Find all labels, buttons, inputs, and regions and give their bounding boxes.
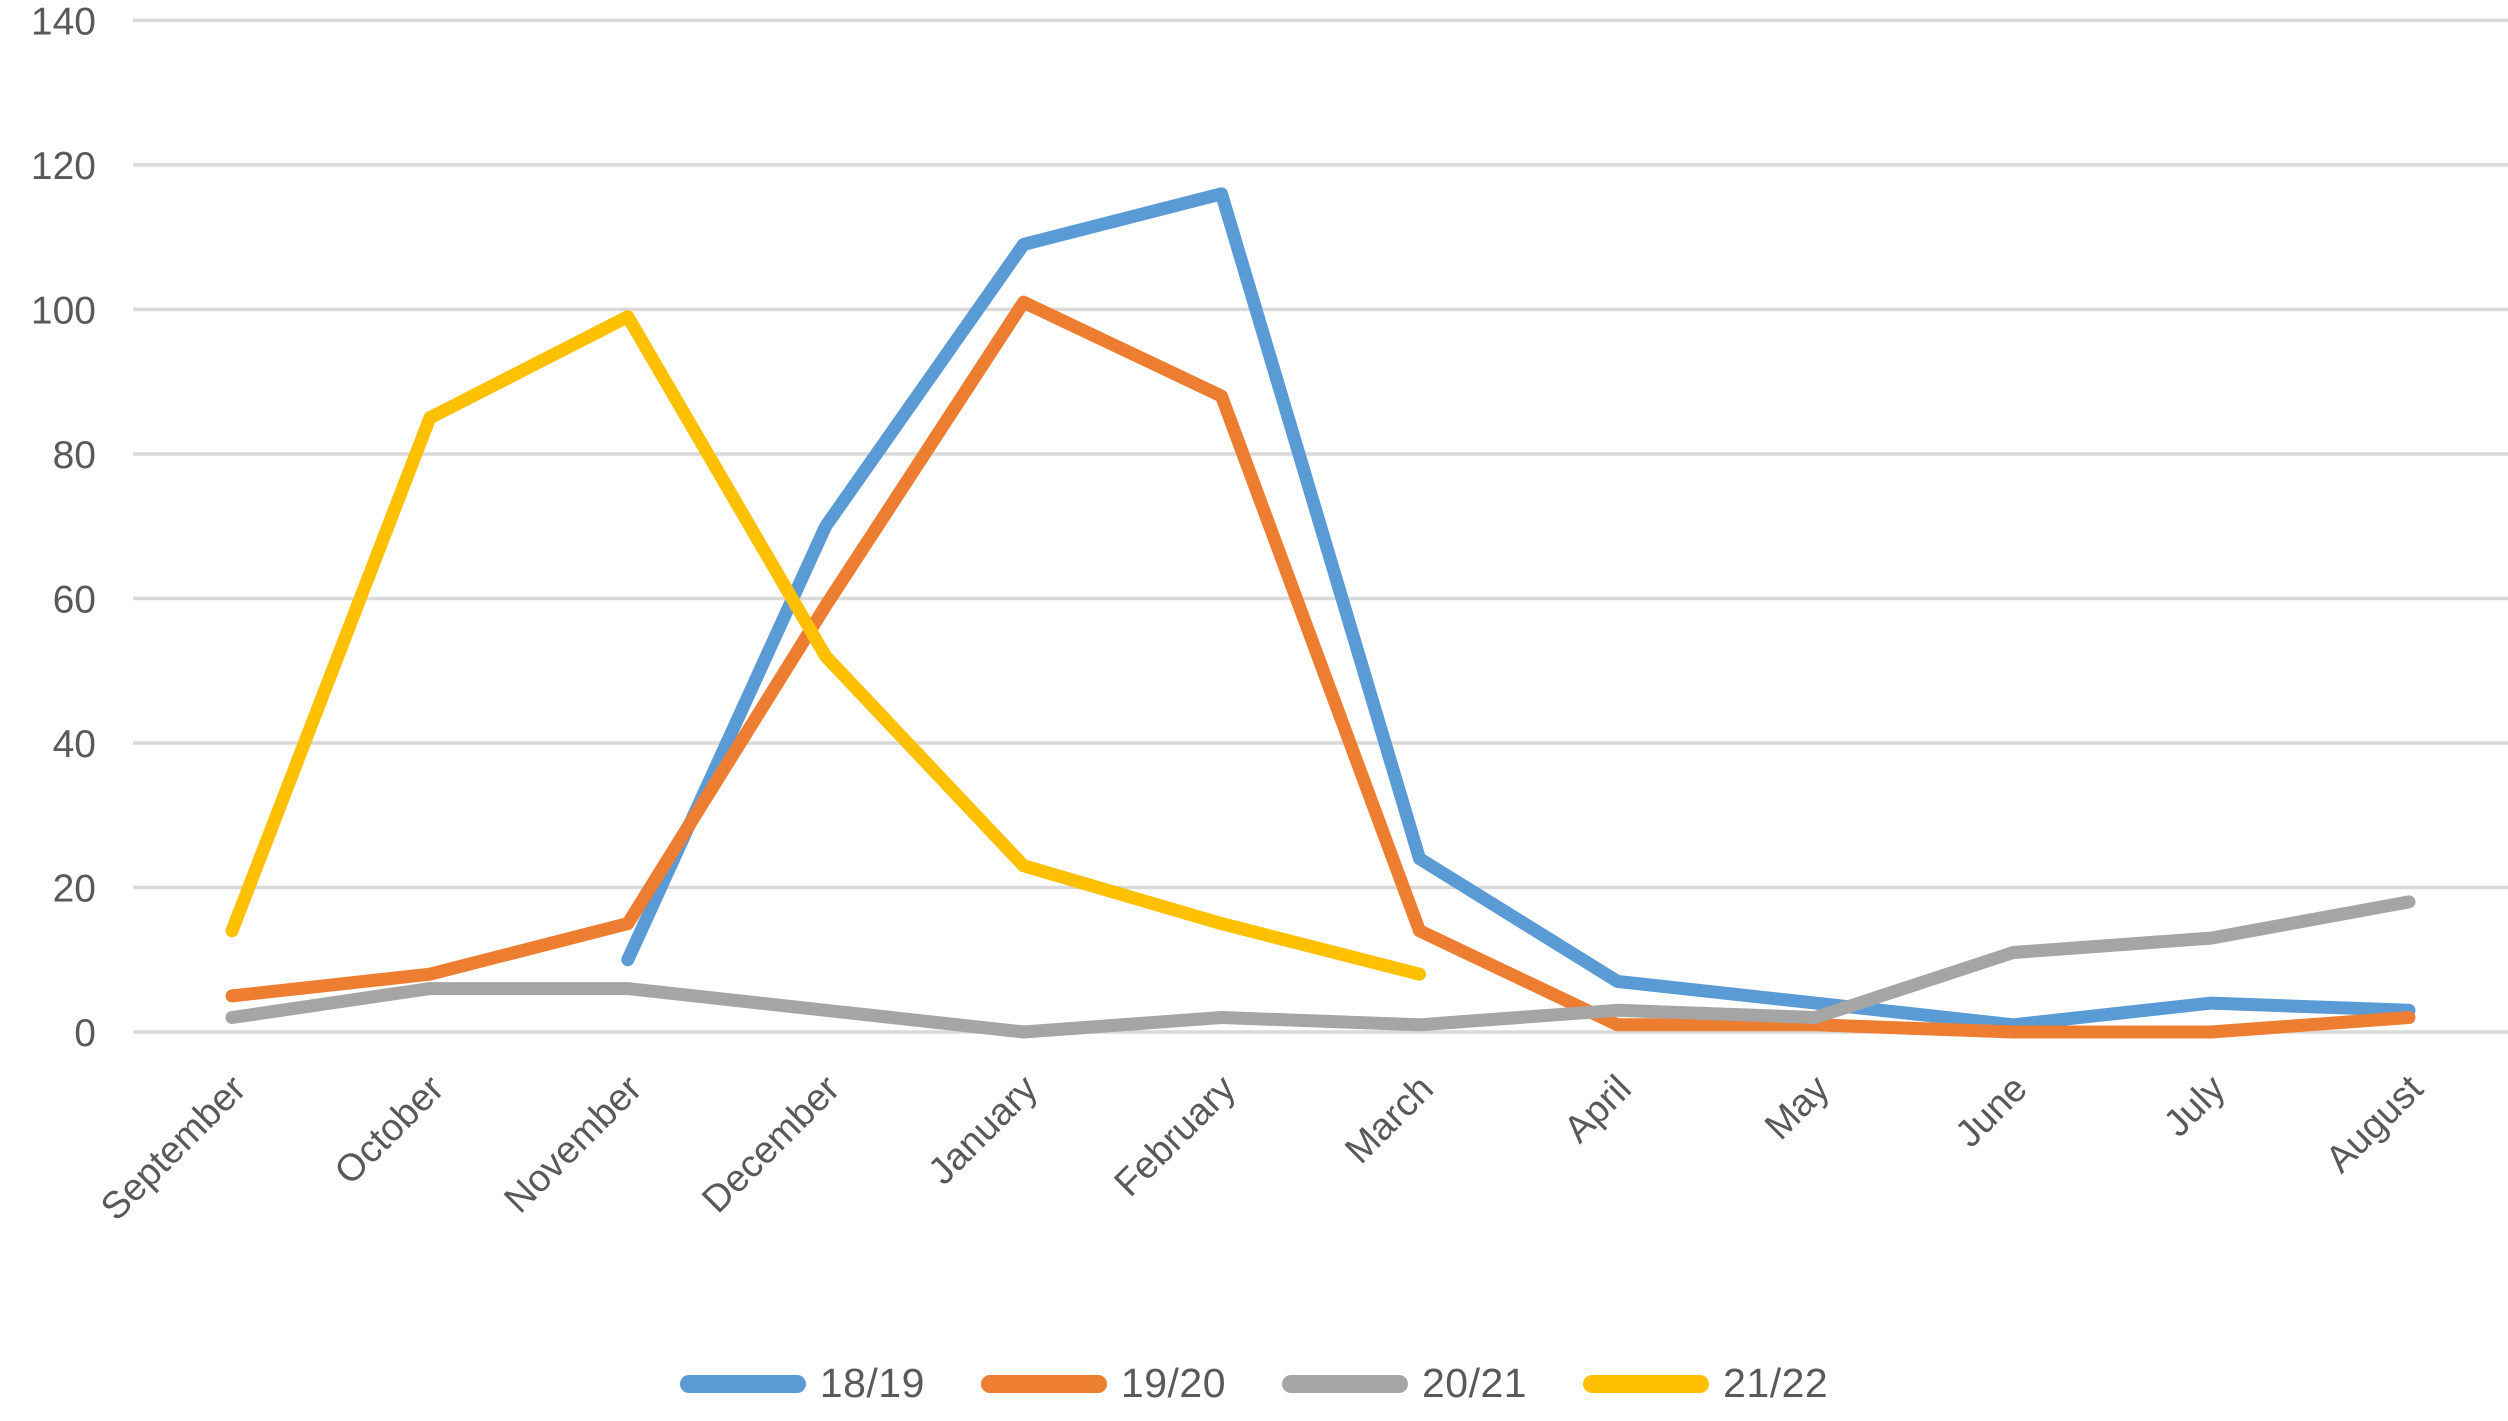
legend-label: 18/19 — [819, 1360, 925, 1406]
x-axis-label: March — [1337, 1068, 1441, 1172]
y-axis-tick-label: 0 — [74, 1012, 96, 1055]
series-line-20/21 — [225, 895, 2416, 1039]
x-axis-label: January — [921, 1068, 1046, 1193]
y-axis-tick-label: 20 — [53, 867, 96, 910]
x-axis-label: August — [2318, 1067, 2432, 1181]
x-axis-label: September — [93, 1067, 254, 1228]
legend-item-18/19: 18/19 — [679, 1360, 925, 1406]
chart-legend: 18/19 19/20 20/21 21/22 — [0, 1363, 2508, 1404]
y-axis-tick-label: 80 — [53, 434, 96, 477]
y-axis-tick-label: 120 — [31, 145, 96, 188]
y-axis-tick-label: 60 — [53, 578, 96, 621]
x-axis-label: October — [327, 1067, 453, 1193]
x-axis-label: May — [1757, 1068, 1837, 1148]
legend-item-21/22: 21/22 — [1583, 1363, 1828, 1404]
y-axis-tick-label: 40 — [53, 723, 96, 766]
legend-marker-icon — [1583, 1374, 1710, 1393]
series-line-18/19 — [621, 187, 2416, 1032]
legend-label: 19/20 — [1120, 1360, 1226, 1406]
legend-item-20/21: 20/21 — [1282, 1363, 1527, 1404]
legend-label: 21/22 — [1723, 1360, 1829, 1406]
legend-marker-icon — [679, 1374, 806, 1393]
x-axis-label: July — [2156, 1068, 2233, 1145]
legend-label: 20/21 — [1422, 1360, 1528, 1406]
x-axis-label: June — [1948, 1068, 2036, 1156]
legend-marker-icon — [980, 1374, 1107, 1393]
series-line-21/22 — [225, 310, 1426, 981]
x-axis-label: April — [1556, 1068, 1639, 1151]
y-axis-tick-label: 100 — [31, 289, 96, 332]
x-axis-label: December — [694, 1067, 848, 1221]
legend-item-19/20: 19/20 — [980, 1360, 1226, 1406]
x-axis-label: November — [497, 1067, 651, 1221]
legend-marker-icon — [1282, 1374, 1408, 1393]
series-line-19/20 — [225, 295, 2416, 1039]
x-axis-label: February — [1107, 1068, 1244, 1205]
y-axis-tick-label: 140 — [31, 0, 96, 43]
